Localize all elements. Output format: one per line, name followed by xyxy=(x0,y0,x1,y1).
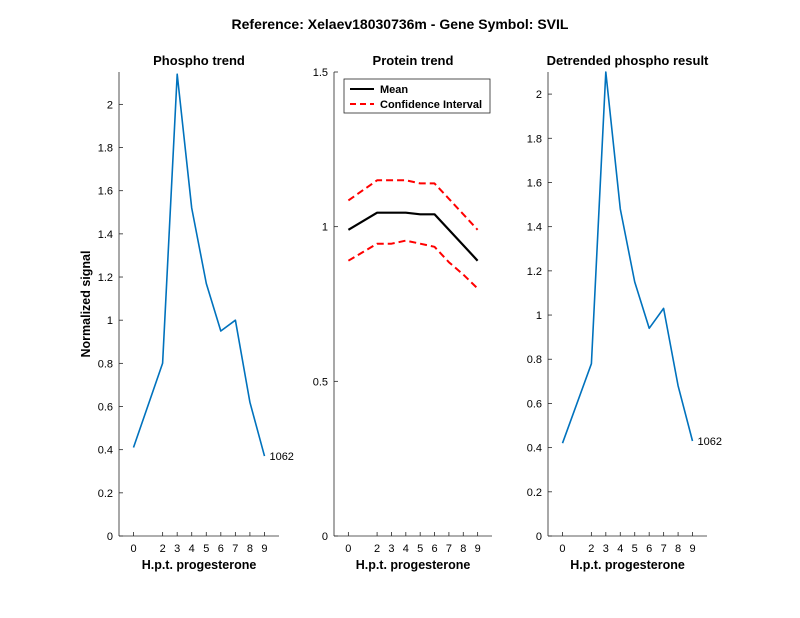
x-tick-label: 3 xyxy=(174,543,180,555)
x-tick-label: 7 xyxy=(661,543,667,555)
y-tick-label: 0.8 xyxy=(527,354,542,366)
x-tick-label: 8 xyxy=(675,543,681,555)
x-tick-label: 7 xyxy=(232,543,238,555)
y-tick-label: 1 xyxy=(107,315,113,327)
panel-title: Phospho trend xyxy=(153,53,245,68)
y-tick-label: 0.5 xyxy=(313,376,328,388)
y-tick-label: 0.4 xyxy=(98,445,113,457)
panel-3: 00.20.40.60.811.21.41.61.820 2 3 4 5 6 7 8 9Detr… xyxy=(527,53,722,572)
x-tick-label: 6 xyxy=(218,543,224,555)
x-tick-label: 0 xyxy=(130,543,136,555)
y-tick-label: 1.4 xyxy=(98,229,113,241)
figure-title: Reference: Xelaev18030736m - Gene Symbol… xyxy=(232,16,569,32)
y-tick-label: 1.2 xyxy=(98,272,113,284)
panel-title: Protein trend xyxy=(373,53,454,68)
y-tick-label: 1 xyxy=(536,310,542,322)
y-tick-label: 1.4 xyxy=(527,222,542,234)
y-tick-label: 1.8 xyxy=(527,133,542,145)
x-tick-label: 7 xyxy=(446,543,452,555)
y-tick-label: 0.6 xyxy=(527,398,542,410)
x-tick-label: 9 xyxy=(261,543,267,555)
x-axis-label: H.p.t. progesterone xyxy=(356,558,471,572)
y-tick-label: 1.5 xyxy=(313,67,328,79)
x-tick-label: 5 xyxy=(417,543,423,555)
x-tick-label: 3 xyxy=(388,543,394,555)
x-tick-label: 9 xyxy=(689,543,695,555)
series-line-confidence-interval xyxy=(347,179,479,231)
x-tick-label: 3 xyxy=(603,543,609,555)
y-tick-label: 1.8 xyxy=(98,143,113,155)
y-tick-label: 2 xyxy=(536,89,542,101)
y-tick-label: 0.8 xyxy=(98,358,113,370)
data-label: 1062 xyxy=(269,451,293,463)
panel-2: 0 0.5 1 1.5 0 2 3 4 5 6 7 8 9 Protein trend H.p.t. pro… xyxy=(313,53,492,572)
series-line-trend-1 xyxy=(561,71,694,444)
data-label: 1062 xyxy=(698,436,722,448)
x-axis-label: H.p.t. progesterone xyxy=(570,558,685,572)
x-tick-label: 2 xyxy=(160,543,166,555)
y-tick-label: 1.6 xyxy=(98,186,113,198)
series-line-mean xyxy=(347,211,479,262)
legend-box xyxy=(343,78,491,114)
y-tick-label: 0.2 xyxy=(98,488,113,500)
series-line-trend-1 xyxy=(132,73,266,457)
legend: Mean Confidence Interval xyxy=(343,78,491,114)
panel-title: Detrended phospho result xyxy=(547,53,709,68)
x-axis-label: H.p.t. progesterone xyxy=(142,558,257,572)
x-tick-label: 8 xyxy=(247,543,253,555)
panel-1: 00.20.40.60.811.21.41.61.820 2 3 4 5 6 7 8 9Phos… xyxy=(79,53,294,572)
x-tick-label: 0 xyxy=(345,543,351,555)
x-tick-label: 5 xyxy=(632,543,638,555)
x-tick-label: 5 xyxy=(203,543,209,555)
x-tick-label: 9 xyxy=(475,543,481,555)
y-tick-label: 0.2 xyxy=(527,487,542,499)
x-tick-label: 2 xyxy=(588,543,594,555)
x-tick-label: 4 xyxy=(403,543,409,555)
y-tick-label: 0 xyxy=(107,531,113,543)
y-tick-label: 0.4 xyxy=(527,443,542,455)
x-tick-label: 2 xyxy=(374,543,380,555)
x-tick-label: 8 xyxy=(460,543,466,555)
legend-entry: Mean xyxy=(380,84,408,96)
y-tick-label: 1 xyxy=(322,222,328,234)
x-tick-label: 0 xyxy=(559,543,565,555)
series-line-trend-3 xyxy=(347,239,479,290)
y-tick-label: 1.2 xyxy=(527,266,542,278)
y-tick-label: 2 xyxy=(107,99,113,111)
x-tick-label: 6 xyxy=(646,543,652,555)
x-tick-label: 4 xyxy=(189,543,195,555)
x-tick-label: 4 xyxy=(617,543,623,555)
y-axis-label: Normalized signal xyxy=(79,251,93,358)
x-tick-label: 6 xyxy=(431,543,437,555)
y-tick-label: 0 xyxy=(322,531,328,543)
y-tick-label: 0.6 xyxy=(98,402,113,414)
legend-entry: Confidence Interval xyxy=(380,99,482,111)
y-tick-label: 0 xyxy=(536,531,542,543)
y-tick-label: 1.6 xyxy=(527,177,542,189)
